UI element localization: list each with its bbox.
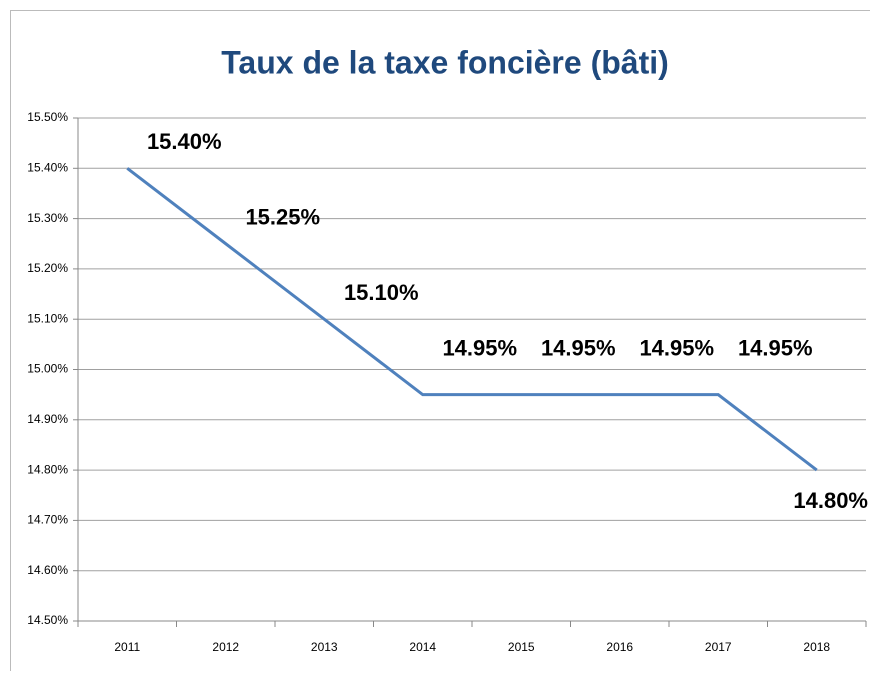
chart-title: Taux de la taxe foncière (bâti) bbox=[221, 44, 669, 80]
data-label: 14.80% bbox=[793, 488, 868, 513]
y-tick-label: 15.20% bbox=[27, 261, 68, 275]
y-tick-label: 14.70% bbox=[27, 513, 68, 527]
data-label: 15.25% bbox=[245, 205, 320, 230]
data-label: 14.95% bbox=[442, 335, 517, 360]
data-label: 15.10% bbox=[344, 280, 419, 305]
y-tick-label: 14.80% bbox=[27, 462, 68, 476]
x-tick-label: 2014 bbox=[409, 640, 436, 654]
y-tick-label: 14.90% bbox=[27, 412, 68, 426]
data-label: 14.95% bbox=[541, 335, 616, 360]
x-tick-label: 2011 bbox=[114, 640, 140, 654]
x-tick-label: 2015 bbox=[508, 640, 535, 654]
y-tick-label: 15.00% bbox=[27, 362, 68, 376]
y-tick-label: 15.40% bbox=[27, 160, 68, 174]
data-label: 15.40% bbox=[147, 129, 222, 154]
y-tick-label: 15.10% bbox=[27, 311, 68, 325]
x-tick-label: 2016 bbox=[606, 640, 633, 654]
data-label: 14.95% bbox=[639, 335, 714, 360]
y-tick-label: 14.50% bbox=[27, 613, 68, 627]
y-tick-label: 14.60% bbox=[27, 563, 68, 577]
x-tick-label: 2013 bbox=[311, 640, 338, 654]
y-tick-label: 15.50% bbox=[27, 110, 68, 124]
x-tick-label: 2017 bbox=[705, 640, 732, 654]
x-tick-label: 2012 bbox=[212, 640, 239, 654]
y-tick-label: 15.30% bbox=[27, 211, 68, 225]
x-tick-label: 2018 bbox=[803, 640, 830, 654]
data-label: 14.95% bbox=[738, 335, 813, 360]
